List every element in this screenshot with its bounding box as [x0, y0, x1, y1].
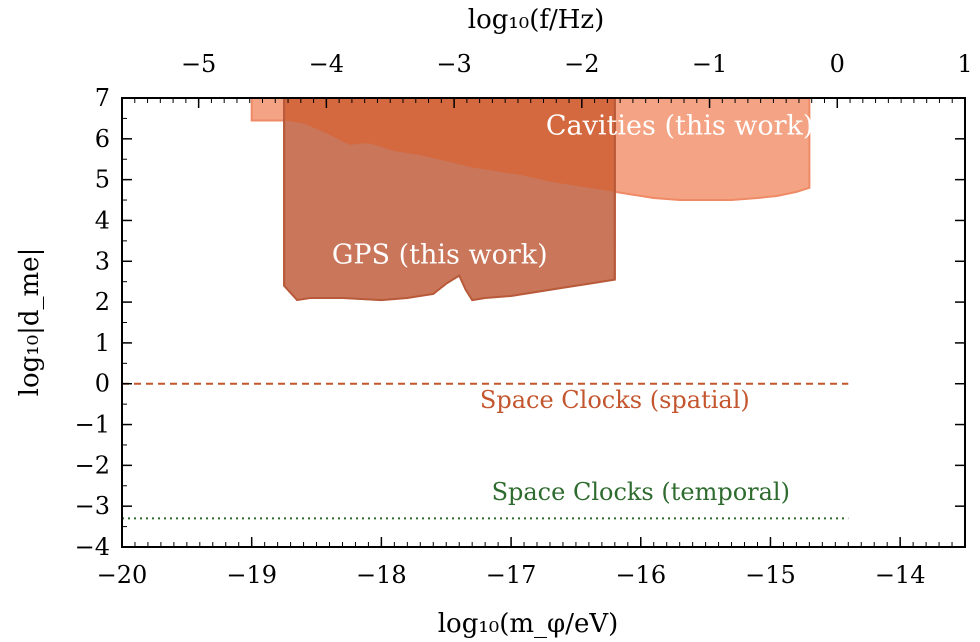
x-tick-label: −17	[486, 561, 537, 589]
x-tick-label: −20	[97, 561, 148, 589]
y-tick-label: 7	[95, 84, 110, 112]
top-axis-title: log₁₀(f/Hz)	[468, 5, 605, 35]
y-tick-label: 2	[95, 288, 110, 316]
top-tick-label: −3	[436, 50, 471, 78]
region-label-cavities: Cavities (this work)	[546, 111, 814, 142]
exclusion-regions	[250, 97, 811, 302]
top-tick-label: −4	[309, 50, 344, 78]
top-tick-label: −5	[181, 50, 216, 78]
y-tick-label: −1	[75, 411, 110, 439]
x-tick-label: −18	[356, 561, 407, 589]
y-tick-label: 0	[95, 370, 110, 398]
projection-lines	[122, 382, 849, 520]
y-tick-label: −3	[75, 492, 110, 520]
x-tick-label: −19	[226, 561, 277, 589]
top-tick-label: 0	[830, 50, 845, 78]
y-tick-label: 6	[95, 125, 110, 153]
axis-tick-labels: −20 −19 −18 −17 −16 −15 −14−4−3−2−101234567−5−…	[75, 50, 973, 589]
x-tick-label: −14	[875, 561, 926, 589]
x-tick-label: −15	[745, 561, 796, 589]
y-axis-title: log₁₀|d_me|	[15, 248, 45, 397]
top-tick-label: −2	[564, 50, 599, 78]
x-axis-title: log₁₀(m_φ/eV)	[438, 609, 619, 639]
top-tick-label: −1	[692, 50, 727, 78]
y-tick-label: −2	[75, 451, 110, 479]
region-label-gps: GPS (this work)	[332, 239, 548, 270]
line-label-temporal: Space Clocks (temporal)	[492, 478, 790, 506]
line-label-spatial: Space Clocks (spatial)	[480, 386, 750, 414]
y-tick-label: 3	[95, 247, 110, 275]
y-tick-label: 5	[95, 166, 110, 194]
axis-ticks	[121, 97, 966, 548]
y-tick-label: −4	[75, 533, 110, 561]
x-tick-label: −16	[615, 561, 666, 589]
top-tick-label: 1	[957, 50, 972, 78]
overlap-region	[284, 98, 615, 192]
y-tick-label: 1	[95, 329, 110, 357]
y-tick-label: 4	[95, 206, 110, 234]
